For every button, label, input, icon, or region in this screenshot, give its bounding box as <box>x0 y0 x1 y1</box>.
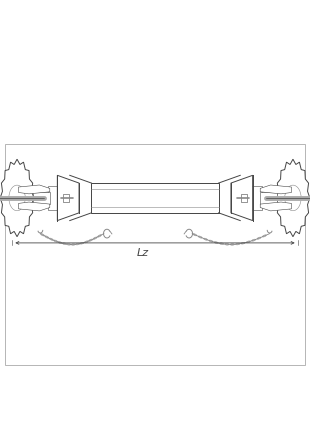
Bar <box>33 192 50 204</box>
Ellipse shape <box>9 185 25 211</box>
Polygon shape <box>19 185 50 194</box>
Bar <box>260 192 277 204</box>
Bar <box>91 183 219 213</box>
Bar <box>48 186 59 210</box>
Polygon shape <box>260 185 291 194</box>
Bar <box>251 186 262 210</box>
Polygon shape <box>276 159 310 236</box>
Polygon shape <box>57 175 79 221</box>
Ellipse shape <box>285 185 301 211</box>
Text: Lz: Lz <box>136 249 149 258</box>
Bar <box>241 194 247 202</box>
Polygon shape <box>0 159 34 236</box>
Polygon shape <box>19 202 50 211</box>
Bar <box>5 144 305 366</box>
Bar <box>63 194 69 202</box>
Polygon shape <box>231 175 253 221</box>
Polygon shape <box>260 202 291 211</box>
